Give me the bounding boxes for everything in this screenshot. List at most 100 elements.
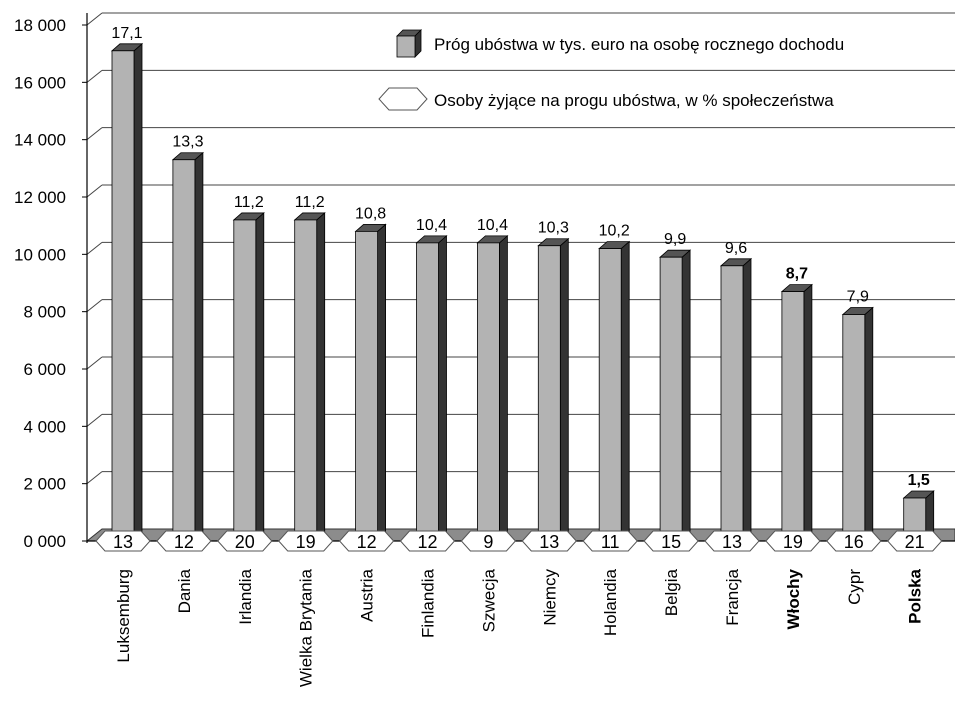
- x-tick-label: Holandia: [601, 568, 620, 636]
- gridline-diag: [86, 299, 103, 313]
- bar-group: 17,1 13 Luksemburg: [95, 25, 151, 663]
- y-tick-label: 4 000: [23, 417, 66, 436]
- bar-group: 10,4 9 Szwecja: [460, 217, 517, 632]
- bar-value-label: 7,9: [847, 289, 869, 306]
- bar-value-label: 9,9: [664, 231, 686, 248]
- gridline-diag: [86, 184, 103, 198]
- percent-badge-label: 13: [539, 532, 559, 552]
- bar-group: 7,9 16 Cypr: [826, 289, 882, 605]
- percent-badge: [217, 530, 273, 552]
- bar-value-label: 10,2: [599, 223, 630, 240]
- bar: [233, 219, 257, 542]
- bar-value-label: 11,2: [295, 194, 325, 211]
- bar-value-label: 11,2: [234, 194, 264, 211]
- bar: [659, 256, 683, 542]
- bar-group: 10,8 12 Austria: [338, 205, 395, 622]
- percent-badge: [826, 530, 882, 552]
- percent-badge-label: 15: [661, 532, 681, 552]
- y-tick-label: 14 000: [14, 131, 66, 150]
- bar-side: [316, 212, 326, 542]
- bar-side: [742, 257, 752, 542]
- x-tick-label: Dania: [175, 568, 194, 613]
- x-tick-label: Polska: [906, 568, 925, 623]
- x-tick-label: Belgia: [662, 568, 681, 616]
- y-tick-label: 18 000: [14, 16, 66, 35]
- percent-badge: [278, 530, 334, 552]
- percent-badge-label: 12: [174, 532, 194, 552]
- bar-value-label: 10,8: [355, 205, 386, 222]
- bar: [416, 242, 439, 542]
- x-tick-label: Francja: [723, 568, 742, 625]
- gridline-diag: [86, 127, 103, 141]
- x-tick-label: Niemcy: [540, 569, 559, 626]
- bar: [781, 291, 805, 542]
- percent-badge: [765, 530, 821, 552]
- x-tick-label: Austria: [358, 568, 377, 621]
- gridline-diag: [86, 413, 103, 427]
- bar-group: 10,4 12 Finlandia: [399, 217, 456, 638]
- bar-side: [864, 306, 874, 542]
- percent-badge: [399, 530, 456, 552]
- y-tick-label: 2 000: [23, 475, 66, 494]
- bar-group: 10,3 13 Niemcy: [521, 220, 577, 626]
- bar-side: [133, 42, 143, 542]
- legend-swatch-bar: [396, 35, 416, 58]
- bar-side: [438, 234, 447, 542]
- bar-side: [803, 283, 813, 542]
- bar-side: [255, 212, 265, 542]
- percent-badge-label: 12: [417, 532, 437, 552]
- legend-swatch-hexagon: [378, 87, 428, 111]
- percent-badge-label: 9: [483, 532, 493, 552]
- percent-badge: [582, 530, 638, 552]
- x-tick-label: Luksemburg: [114, 569, 133, 663]
- percent-badge: [338, 530, 395, 552]
- x-tick-label: Cypr: [845, 569, 864, 605]
- bar-group: 8,7 19 Włochy: [765, 266, 821, 629]
- bar: [537, 245, 561, 542]
- gridline-diag: [86, 471, 103, 485]
- bar-group: 9,9 15 Belgia: [643, 231, 699, 616]
- gridlines: [86, 12, 955, 485]
- percent-badge-label: 12: [357, 532, 377, 552]
- bar: [172, 159, 196, 542]
- gridline-diag: [86, 12, 103, 26]
- x-tick-label: Wielka Brytania: [297, 568, 316, 687]
- bar-group: 11,2 19 Wielka Brytania: [278, 194, 334, 687]
- gridline-diag: [86, 356, 103, 370]
- percent-badge-label: 11: [601, 532, 620, 552]
- bar-side: [620, 240, 630, 542]
- y-tick-label: 12 000: [14, 188, 66, 207]
- bar: [111, 50, 135, 542]
- gridline-diag: [86, 241, 103, 255]
- bar-side: [498, 234, 508, 542]
- legend: Próg ubóstwa w tys. euro na osobę roczne…: [378, 29, 844, 111]
- y-tick-label: 8 000: [23, 303, 66, 322]
- bar: [598, 248, 622, 542]
- percent-badge-label: 21: [905, 532, 925, 552]
- bar: [720, 265, 744, 542]
- percent-badge: [460, 530, 517, 552]
- x-tick-label: Włochy: [784, 568, 803, 629]
- percent-badge-label: 13: [113, 532, 133, 552]
- y-tick-label: 16 000: [14, 73, 66, 92]
- y-tick-label: 6 000: [23, 360, 66, 379]
- percent-badge: [521, 530, 577, 552]
- percent-badge: [156, 530, 212, 552]
- legend-label: Próg ubóstwa w tys. euro na osobę roczne…: [434, 35, 844, 54]
- x-tick-label: Irlandia: [236, 568, 255, 624]
- bar-value-label: 13,3: [172, 134, 203, 151]
- bar-group: 9,6 13 Francja: [704, 240, 760, 626]
- chart-floor: [85, 528, 955, 542]
- y-tick-label: 0 000: [23, 532, 66, 551]
- percent-badge-label: 19: [296, 532, 316, 552]
- x-tick-label: Szwecja: [479, 568, 498, 632]
- bar-value-label: 10,4: [477, 217, 508, 234]
- percent-badge: [887, 530, 943, 552]
- bar-value-label: 10,3: [538, 220, 569, 237]
- y-tick-label: 10 000: [14, 245, 66, 264]
- percent-badge-label: 19: [783, 532, 803, 552]
- bar: [476, 242, 500, 542]
- bar-side: [377, 223, 387, 542]
